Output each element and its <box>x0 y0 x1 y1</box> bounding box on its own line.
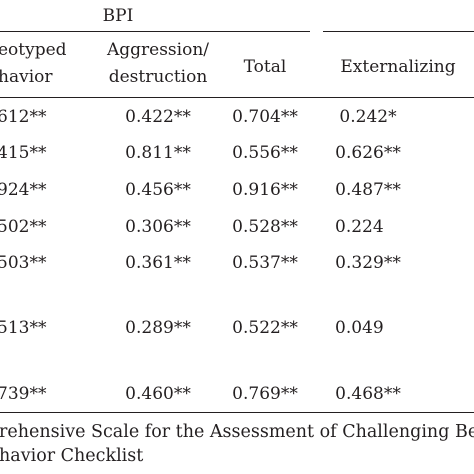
column-header-externalizing: Externalizing <box>340 57 456 77</box>
group-header-bpi: BPI <box>102 6 134 26</box>
table-bottom-rule <box>0 412 474 413</box>
group-header-rule-right <box>323 31 474 32</box>
column-header-total: Total <box>243 57 287 77</box>
group-header-rule <box>0 31 310 32</box>
column-header-rule <box>0 97 474 98</box>
